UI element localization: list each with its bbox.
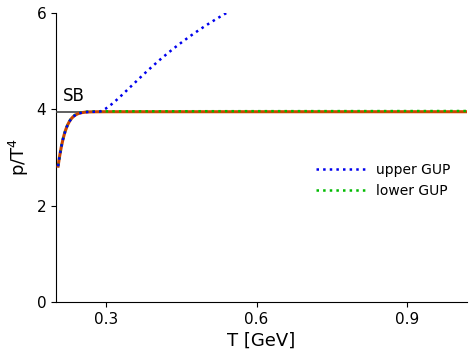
lower GUP [336,109,342,113]
lower GUP [236,109,241,113]
upper GUP [55,164,61,169]
lower GUP [55,164,61,168]
lower GUP [220,109,226,113]
upper GUP [236,4,241,9]
Legend: upper GUP, lower GUP: upper GUP, lower GUP [311,157,456,203]
X-axis label: T [GeV]: T [GeV] [228,332,296,350]
Text: SB: SB [63,87,84,105]
lower GUP [464,109,470,113]
Y-axis label: p/T$^4$: p/T$^4$ [7,139,31,176]
lower GUP [374,109,380,113]
upper GUP [97,109,103,114]
upper GUP [220,12,226,17]
Line: upper GUP: upper GUP [58,0,467,166]
lower GUP [97,109,103,114]
lower GUP [382,109,387,113]
Line: lower GUP: lower GUP [58,111,467,166]
